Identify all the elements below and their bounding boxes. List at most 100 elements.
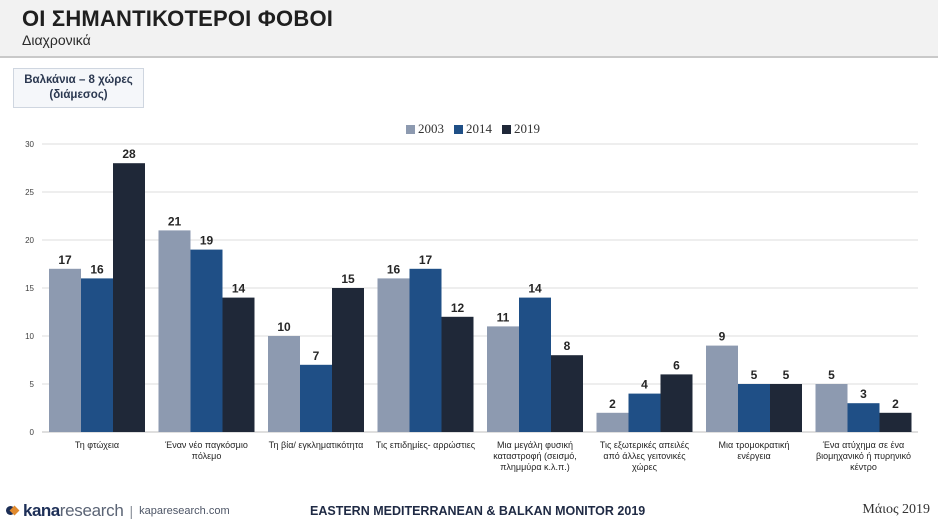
logo-site-link[interactable]: kaparesearch.com [139,505,230,517]
legend-label: 2014 [466,121,493,136]
x-category-label-line: ενέργεια [737,451,770,461]
x-category-label-line: πλημμύρα κ.λ.π.) [500,462,570,472]
footer-date: Μάιος 2019 [862,502,930,517]
bar [879,412,912,432]
page-title: ΟΙ ΣΗΜΑΝΤΙΚΟΤΕΡΟΙ ΦΟΒΟΙ [22,6,334,31]
bar [487,326,519,432]
x-category-label-line: Μια μεγάλη φυσική [497,440,573,450]
legend-swatch [454,125,463,134]
bar-value-label: 14 [528,282,542,296]
y-tick-label: 0 [30,428,35,437]
bar-value-label: 5 [751,368,758,382]
bar-value-label: 6 [673,358,680,372]
bar-value-label: 2 [892,397,899,411]
x-category-label-line: βιομηχανικό ή πυρηνικό [816,451,911,461]
x-category-label-line: από άλλες γειτονικές [603,451,686,461]
x-category-label-line: καταστροφή (σεισμό, [493,451,577,461]
bar-value-label: 16 [90,262,104,276]
kapa-logo-icon [6,504,20,518]
bar [551,355,583,432]
bar-value-label: 8 [564,339,571,353]
bar-value-label: 21 [168,214,182,228]
page-subtitle: Διαχρονικά [22,32,91,48]
bar [49,268,81,432]
region-info-line1: Βαλκάνια – 8 χώρες [24,74,133,86]
region-info-text: Βαλκάνια – 8 χώρες (διάμεσος) [24,73,133,103]
bar [268,336,300,432]
bar [706,345,738,432]
footer-report-title: EASTERN MEDITERRANEAN & BALKAN MONITOR 2… [310,504,646,518]
bar-value-label: 10 [277,320,291,334]
region-info-box: Βαλκάνια – 8 χώρες (διάμεσος) [13,68,144,108]
bar [441,316,474,432]
legend-swatch [406,125,415,134]
bar [660,374,693,432]
bar [300,364,332,432]
bar-value-label: 4 [641,378,648,392]
bar [770,384,802,432]
x-category-label-line: Τις εξωτερικές απειλές [600,440,690,450]
bar-value-label: 11 [497,310,510,324]
bar-value-label: 3 [860,387,867,401]
bar [596,412,629,432]
bar [222,297,255,432]
bar-value-label: 14 [232,282,246,296]
bar [409,268,442,432]
y-tick-label: 30 [25,140,34,149]
x-category-label: Τη βία/ εγκληματικότητα [269,440,364,450]
region-info-line2: (διάμεσος) [49,89,108,101]
y-tick-label: 20 [25,236,34,245]
bar-value-label: 12 [451,301,465,315]
bar [519,297,551,432]
bar [815,384,848,432]
bar [377,278,410,432]
y-tick-label: 25 [25,188,34,197]
footer: kana research | kaparesearch.com EASTERN… [0,496,938,527]
bar-value-label: 15 [341,272,355,286]
bar-value-label: 5 [783,368,790,382]
legend-swatch [502,125,511,134]
bar-value-label: 28 [122,147,136,161]
bar-value-label: 7 [313,349,320,363]
logo-kana-text: kana [23,501,60,520]
x-category-label-line: Έναν νέο παγκόσμιο [164,440,248,450]
bar [738,384,770,432]
y-tick-label: 15 [25,284,34,293]
x-category-label: Μια τρομοκρατική ενέργεια [719,440,790,461]
bar-value-label: 17 [58,253,72,267]
x-category-label-line: Μια τρομοκρατική [719,440,790,450]
x-category-label: Μια μεγάλη φυσική καταστροφή (σεισμό, πλημ… [493,440,577,472]
x-category-label-line: Ένα ατύχημα σε ένα [822,440,904,450]
bar-value-label: 2 [609,397,616,411]
header-bar: ΟΙ ΣΗΜΑΝΤΙΚΟΤΕΡΟΙ ΦΟΒΟΙ Διαχρονικά [0,0,938,58]
y-tick-label: 10 [25,332,34,341]
bar-value-label: 17 [419,253,433,267]
kapa-research-logo: kana research | kaparesearch.com [6,501,230,521]
bar [332,288,364,432]
x-category-label: Τις επιδημίες- αρρώστιες [376,440,476,450]
x-category-label-line: Τις επιδημίες- αρρώστιες [376,440,476,450]
bar-value-label: 5 [828,368,835,382]
bar [190,249,223,432]
bar [628,393,661,432]
x-category-label: Έναν νέο παγκόσμιο πόλεμο [164,440,248,461]
bar-value-label: 19 [200,234,214,248]
y-tick-label: 5 [30,380,35,389]
logo-separator: | [129,503,134,519]
legend-label: 2019 [514,121,540,136]
bar-value-label: 16 [387,262,401,276]
x-category-label-line: πόλεμο [192,451,222,461]
bar [158,230,191,432]
bar [81,278,113,432]
bar [113,163,145,432]
legend-label: 2003 [418,121,444,136]
x-category-label: Ένα ατύχημα σε ένα βιομηχανικό ή πυρηνικό… [816,440,911,472]
bar [847,403,880,432]
x-category-label: Τη φτώχεια [75,440,119,450]
bar-value-label: 9 [719,330,726,344]
x-category-label-line: κέντρο [850,462,877,472]
x-category-label-line: χώρες [632,462,658,472]
x-category-label: Τις εξωτερικές απειλές από άλλες γειτονικ… [600,440,690,472]
x-category-label-line: Τη φτώχεια [75,440,119,450]
